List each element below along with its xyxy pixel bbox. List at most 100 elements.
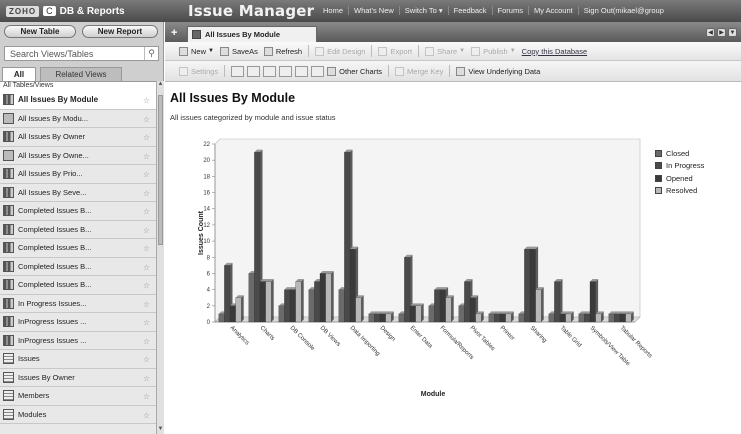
search-placeholder: Search Views/Tables — [10, 48, 94, 59]
favorite-star-icon[interactable]: ☆ — [142, 151, 150, 161]
favorite-star-icon[interactable]: ☆ — [142, 96, 150, 105]
other-charts-button[interactable]: Other Charts — [327, 66, 382, 76]
chevron-down-icon: ▼ — [509, 48, 516, 54]
favorite-star-icon[interactable]: ☆ — [142, 170, 150, 179]
view-list-item[interactable]: Completed Issues B... ☆ — [0, 239, 156, 258]
favorite-star-icon[interactable]: ☆ — [142, 299, 150, 309]
scroll-thumb[interactable] — [158, 95, 163, 245]
legend-label: Opened — [666, 173, 693, 183]
legend-item[interactable]: Closed — [655, 147, 704, 160]
view-underlying-data-button[interactable]: View Underlying Data — [456, 66, 540, 76]
legend-item[interactable]: Resolved — [655, 185, 704, 198]
nav-sign-out[interactable]: Sign Out(mikael@group — [577, 6, 669, 15]
view-list-item[interactable]: All Issues By Owne... ☆ — [0, 147, 156, 165]
bar-chart-type-icon[interactable] — [231, 65, 245, 77]
favorite-star-icon[interactable]: ☆ — [142, 114, 150, 124]
tab-menu-icon[interactable]: ▼ — [728, 28, 737, 37]
table-type-icon[interactable] — [311, 65, 325, 77]
divider — [371, 45, 373, 57]
bar-side — [571, 311, 574, 322]
bar-top — [475, 311, 484, 314]
favorite-star-icon[interactable]: ☆ — [142, 392, 150, 401]
new-report-button[interactable]: New Report — [82, 25, 158, 38]
bar-top — [608, 311, 617, 314]
view-list-item[interactable]: Completed Issues B... ☆ — [0, 221, 156, 239]
favorite-star-icon[interactable]: ☆ — [142, 133, 150, 142]
merge-key-button[interactable]: Merge Key — [395, 66, 443, 76]
line-chart-type-icon[interactable] — [263, 65, 277, 77]
bar-side — [595, 279, 599, 322]
view-list-item[interactable]: Completed Issues B... ☆ — [0, 258, 156, 276]
view-list-item[interactable]: Modules ☆ — [0, 406, 156, 424]
key-icon — [395, 66, 405, 76]
view-list-item[interactable]: InProgress Issues ... ☆ — [0, 313, 156, 332]
nav-feedback[interactable]: Feedback — [447, 6, 492, 15]
favorite-star-icon[interactable]: ☆ — [142, 262, 150, 272]
view-list-item[interactable]: All Issues By Modu... ☆ — [0, 110, 156, 128]
nav-home[interactable]: Home — [323, 6, 344, 15]
view-list-item[interactable]: Members ☆ — [0, 387, 156, 406]
top-nav: Home What's New Switch To ▾ Feedback For… — [318, 6, 669, 15]
save-as-button[interactable]: SaveAs — [219, 46, 258, 56]
favorite-star-icon[interactable]: ☆ — [142, 318, 150, 327]
favorite-star-icon[interactable]: ☆ — [142, 355, 150, 364]
view-list-item[interactable]: Completed Issues B... ☆ — [0, 202, 156, 221]
favorite-star-icon[interactable]: ☆ — [142, 336, 150, 346]
favorite-star-icon[interactable]: ☆ — [142, 188, 150, 198]
view-list-item[interactable]: In Progress Issues... ☆ — [0, 295, 156, 313]
brand[interactable]: ZOHO C DB & Reports — [6, 4, 125, 18]
view-list-item[interactable]: Completed Issues B... ☆ — [0, 276, 156, 295]
export-button[interactable]: Export — [378, 46, 412, 56]
new-button[interactable]: New ▼ — [179, 46, 214, 56]
view-list-item[interactable]: Issues By Owner ☆ — [0, 369, 156, 387]
area-chart-type-icon[interactable] — [279, 65, 293, 77]
legend-swatch — [655, 187, 662, 195]
nav-my-account[interactable]: My Account — [527, 6, 578, 15]
view-list-item[interactable]: All Issues By Prio... ☆ — [0, 165, 156, 184]
chart-bar — [308, 289, 315, 323]
publish-button[interactable]: Publish ▼ — [471, 46, 516, 56]
new-tab-plus-icon[interactable]: + — [171, 27, 178, 39]
bar-side — [260, 149, 263, 322]
tab-all[interactable]: All — [2, 67, 36, 81]
nav-whats-new[interactable]: What's New — [348, 6, 399, 15]
legend-item[interactable]: In Progress — [655, 160, 704, 173]
scroll-down-icon[interactable]: ▼ — [157, 426, 164, 432]
view-list-item[interactable]: All Issues By Seve... ☆ — [0, 184, 156, 202]
favorite-star-icon[interactable]: ☆ — [142, 281, 150, 290]
favorite-star-icon[interactable]: ☆ — [142, 410, 150, 420]
stacked-bar-type-icon[interactable] — [247, 65, 261, 77]
bar-side — [301, 279, 304, 322]
chart-bar — [469, 297, 476, 323]
search-icon[interactable]: ⚲ — [144, 47, 158, 60]
favorite-star-icon[interactable]: ☆ — [142, 244, 150, 253]
chart-bar — [259, 281, 266, 323]
favorite-star-icon[interactable]: ☆ — [142, 225, 150, 235]
bar-side — [601, 311, 604, 322]
view-list-item[interactable]: All Issues By Module ☆ — [0, 91, 156, 110]
view-list-item[interactable]: All Issues By Owner ☆ — [0, 128, 156, 147]
share-button[interactable]: Share ▼ — [425, 46, 465, 56]
settings-button[interactable]: Settings — [179, 66, 218, 76]
search-views-input[interactable]: Search Views/Tables ⚲ — [4, 46, 159, 61]
view-list-item[interactable]: InProgress Issues ... ☆ — [0, 332, 156, 350]
chart-bar — [235, 297, 242, 323]
favorite-star-icon[interactable]: ☆ — [142, 207, 150, 216]
tab-scroll-right-icon[interactable]: ▶ — [717, 28, 726, 37]
legend-item[interactable]: Opened — [655, 172, 704, 185]
refresh-button[interactable]: Refresh — [263, 46, 302, 56]
nav-switch-to[interactable]: Switch To ▾ — [398, 6, 448, 15]
new-table-button[interactable]: New Table — [4, 25, 76, 38]
copy-database-link[interactable]: Copy this Database — [521, 46, 588, 56]
view-list-item[interactable]: Issues ☆ — [0, 350, 156, 369]
scroll-up-icon[interactable]: ▲ — [157, 81, 164, 87]
view-list-label: All Issues By Prio... — [18, 169, 83, 179]
pie-chart-type-icon[interactable] — [295, 65, 309, 77]
edit-design-button[interactable]: Edit Design — [315, 46, 365, 56]
left-scrollbar[interactable]: ▲ ▼ — [156, 81, 164, 434]
nav-forums[interactable]: Forums — [491, 6, 528, 15]
tab-related-views[interactable]: Related Views — [40, 67, 122, 81]
tab-scroll-left-icon[interactable]: ◀ — [706, 28, 715, 37]
favorite-star-icon[interactable]: ☆ — [142, 373, 150, 383]
tab-all-issues-by-module[interactable]: All Issues By Module — [187, 26, 317, 42]
